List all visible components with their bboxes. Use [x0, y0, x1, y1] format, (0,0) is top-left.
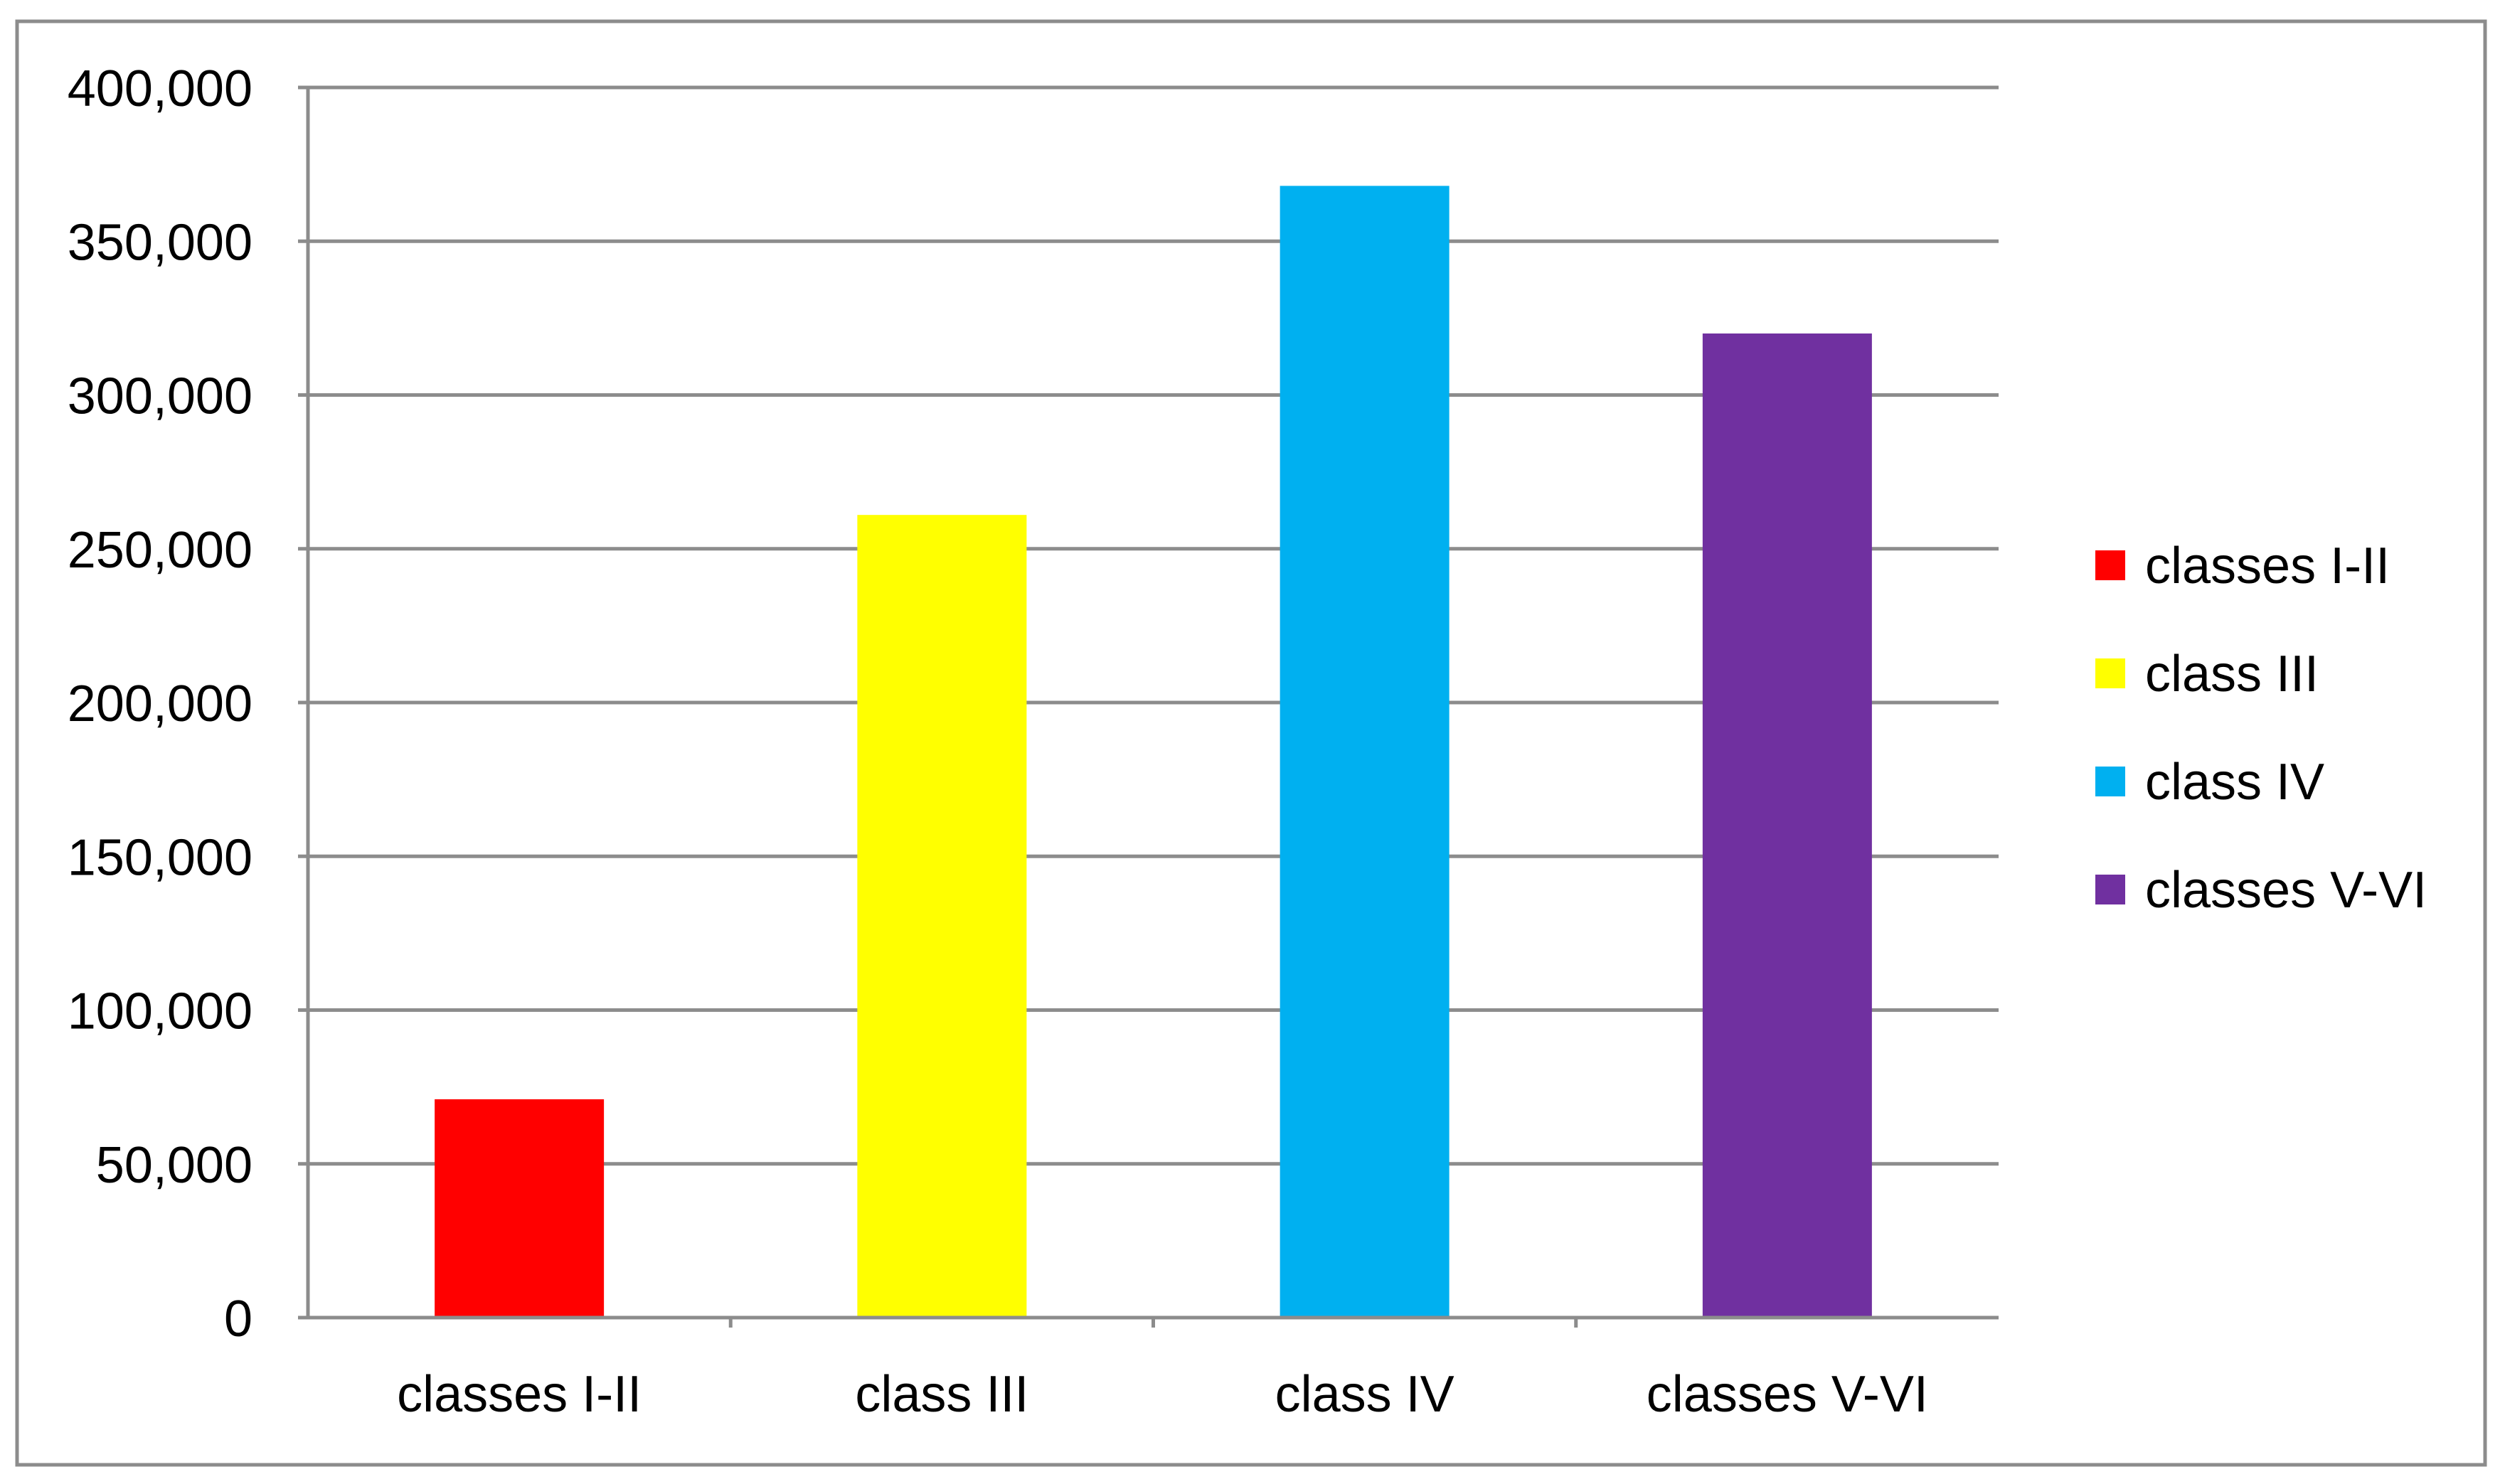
y-tick-label: 200,000 [68, 676, 252, 732]
y-tick-label: 250,000 [68, 522, 252, 579]
x-tick-label: classes V-VI [1647, 1366, 1928, 1423]
legend-swatch [2095, 550, 2125, 580]
legend-label: class III [2145, 646, 2319, 703]
bar [435, 1099, 605, 1318]
bar [1280, 186, 1450, 1318]
legend-label: class IV [2145, 754, 2324, 811]
y-tick-label: 350,000 [68, 214, 252, 271]
x-tick-labels: classes I-II class III class IV classes V-V… [397, 1318, 1928, 1423]
y-tick-labels: 0 50,000 100,000 150,000 200,000 250,000 300,0… [68, 60, 308, 1347]
y-tick-label: 50,000 [96, 1137, 252, 1194]
bar [1702, 333, 1872, 1318]
legend: classes I-II class III class IV classes V-V… [2095, 538, 2427, 919]
chart-frame [15, 19, 2487, 1467]
legend-label: classes I-II [2145, 538, 2390, 594]
bars [435, 186, 1872, 1318]
y-tick-label: 0 [224, 1291, 252, 1347]
y-tick-label: 150,000 [68, 829, 252, 886]
bar [857, 515, 1027, 1318]
x-tick-label: class III [855, 1366, 1028, 1423]
x-tick-label: class IV [1275, 1366, 1454, 1423]
y-tick-label: 300,000 [68, 368, 252, 425]
legend-swatch [2095, 875, 2125, 904]
legend-swatch [2095, 658, 2125, 688]
y-tick-label: 100,000 [68, 983, 252, 1040]
legend-swatch [2095, 767, 2125, 796]
gridlines [308, 85, 1999, 1166]
x-tick-label: classes I-II [397, 1366, 642, 1423]
y-tick-label: 400,000 [68, 60, 252, 117]
legend-label: classes V-VI [2145, 862, 2427, 919]
